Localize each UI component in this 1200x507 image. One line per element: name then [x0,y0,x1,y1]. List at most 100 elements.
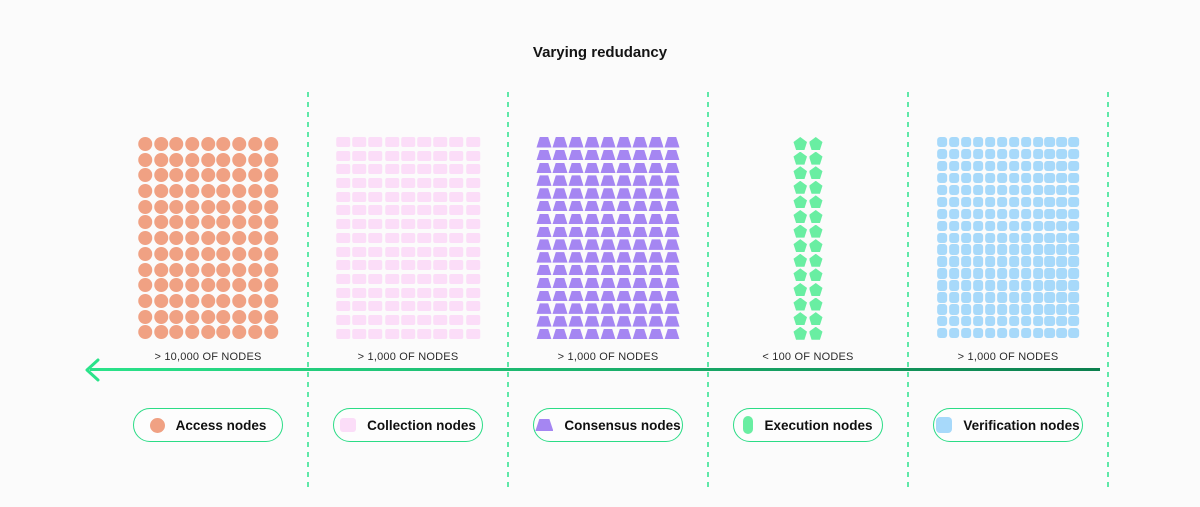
verification-node [1056,328,1067,339]
verification-node [1068,304,1079,315]
consensus-node [616,239,632,250]
collection-node [417,205,432,216]
legend-execution-nodes[interactable]: Execution nodes [733,408,883,442]
collection-node [336,287,351,298]
execution-node [809,166,823,180]
execution-node [809,209,823,223]
consensus-node [648,239,664,250]
collection-node [417,150,432,161]
legend-consensus-nodes[interactable]: Consensus nodes [533,408,683,442]
consensus-node [536,213,552,225]
verification-node [984,160,996,172]
consensus-node [552,188,568,199]
access-node [169,246,184,261]
legend-access-nodes[interactable]: Access nodes [133,408,283,442]
verification-node [1044,232,1055,243]
consensus-node [632,175,648,186]
verification-node [1044,328,1055,339]
collection-node [449,164,464,175]
verification-node [949,208,960,220]
collection-node-grid [336,137,480,339]
legend-collection-nodes[interactable]: Collection nodes [333,408,483,442]
verification-node [1068,328,1079,339]
verification-node [1008,316,1020,327]
verification-node [1032,220,1044,231]
collection-node [352,219,367,230]
access-node [263,152,278,167]
consensus-node [648,162,664,174]
consensus-node [648,277,664,289]
verification-node [1008,280,1020,291]
collection-node [336,328,351,339]
access-node [153,309,168,324]
verification-node [961,172,972,184]
collection-node [352,205,367,216]
verification-node [972,304,984,315]
collection-node [417,328,432,339]
collection-node [352,301,367,312]
verification-node [1068,172,1079,184]
access-node [263,231,278,246]
collection-node [401,246,415,257]
redundancy-axis-line [90,368,1100,371]
access-node [201,278,215,293]
collection-node [352,273,367,284]
collection-node [417,301,432,312]
verification-node [937,244,948,255]
collection-node [417,191,432,202]
consensus-node [584,290,600,302]
consensus-node [600,226,616,238]
access-node [248,309,263,324]
verification-node [972,232,984,243]
verification-node [1032,292,1044,303]
access-node [138,278,153,293]
verification-node [1032,304,1044,315]
collection-node [368,219,383,230]
access-node [201,262,215,277]
access-node [138,152,153,167]
access-node [232,262,247,277]
verification-node [996,268,1008,279]
verification-node [1056,268,1067,279]
consensus-node [632,252,648,263]
access-node [153,168,168,183]
access-node [216,168,231,183]
consensus-node [552,200,568,212]
access-node [232,309,247,324]
verification-node [1068,196,1079,208]
consensus-node [584,252,600,263]
collection-node [465,273,480,284]
consensus-node [648,226,664,238]
access-node [216,246,231,261]
access-node [216,137,231,151]
collection-node [433,178,448,189]
verification-node [949,316,960,327]
access-node [169,262,184,277]
verification-node [961,184,972,196]
consensus-node [568,137,584,148]
legend-verification-nodes[interactable]: Verification nodes [933,408,1083,442]
verification-node [949,184,960,196]
collection-node [401,260,415,271]
collection-node [384,287,399,298]
consensus-node [584,162,600,174]
collection-node [449,260,464,271]
verification-node [1056,220,1067,231]
verification-node [1032,137,1044,148]
verification-node [1056,244,1067,255]
access-node [169,152,184,167]
verification-node [996,256,1008,267]
verification-node [961,244,972,255]
consensus-node [536,264,552,276]
collection-node [449,328,464,339]
consensus-node [600,149,616,161]
verification-node [1056,160,1067,172]
verification-node [1008,172,1020,184]
verification-node [984,316,996,327]
consensus-node [664,188,680,199]
access-node [232,152,247,167]
consensus-node [616,226,632,238]
access-node [232,137,247,151]
verification-node [1020,232,1032,243]
consensus-node [664,149,680,161]
